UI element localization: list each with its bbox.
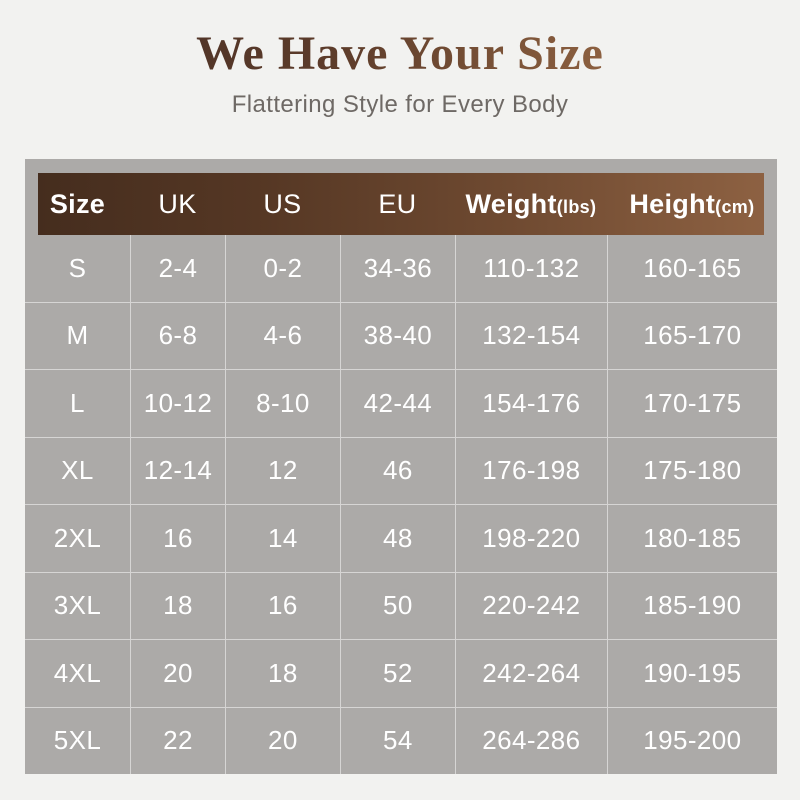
cell-eu: 54 [339,707,455,774]
column-header-weight: Weight(lbs) [465,188,597,219]
height-unit-label: (cm) [715,196,755,217]
cell-us: 0-2 [224,235,340,302]
cell-uk: 20 [129,640,225,707]
cell-weight: 176-198 [454,437,607,504]
cell-size: 5XL [53,725,102,756]
cell-height: 165-170 [606,302,777,369]
column-header-eu: EU [378,188,417,219]
cell-us: 14 [224,505,340,572]
cell-weight: 198-220 [454,505,607,572]
cell-eu: 38-40 [339,302,455,369]
cell-eu: 52 [339,640,455,707]
cell-weight: 154-176 [454,370,607,437]
cell-eu: 42-44 [339,370,455,437]
cell-height: 185-190 [606,572,777,639]
cell-size: XL [61,455,94,486]
cell-size: 2XL [53,522,102,553]
cell-size: L [70,387,85,418]
cell-us: 8-10 [224,370,340,437]
page-subtitle: Flattering Style for Every Body [231,90,569,118]
column-header-size: Size [49,188,106,219]
cell-us: 4-6 [224,302,340,369]
table-header-row: Size UK US EU Weight(lbs) Height(cm) [25,173,777,235]
cell-us: 20 [224,707,340,774]
page-title: We Have Your Size [196,27,604,80]
cell-uk: 6-8 [129,302,225,369]
column-header-height: Height(cm) [629,188,755,219]
table-row-3xl: 3XL 18 16 50 220-242 185-190 [25,571,777,639]
cell-size: M [66,320,89,351]
table-row-2xl: 2XL 16 14 48 198-220 180-185 [25,504,777,572]
weight-unit-label: (lbs) [556,196,597,217]
cell-height: 190-195 [606,640,777,707]
cell-uk: 2-4 [129,235,225,302]
table-row-4xl: 4XL 20 18 52 242-264 190-195 [25,639,777,707]
cell-weight: 220-242 [454,572,607,639]
cell-eu: 48 [339,505,455,572]
column-header-us: US [263,188,302,219]
cell-size: S [68,252,87,283]
cell-uk: 10-12 [129,370,225,437]
cell-size: 4XL [53,657,102,688]
size-chart-panel: Size UK US EU Weight(lbs) Height(cm) S 2… [25,159,777,774]
cell-uk: 22 [129,707,225,774]
table-header-bar [38,173,764,235]
cell-eu: 46 [339,437,455,504]
cell-weight: 132-154 [454,302,607,369]
cell-weight: 110-132 [454,235,607,302]
cell-uk: 16 [129,505,225,572]
cell-us: 12 [224,437,340,504]
cell-us: 16 [224,572,340,639]
cell-size: 3XL [53,590,102,621]
cell-eu: 50 [339,572,455,639]
hero-section: We Have Your Size Flattering Style for E… [0,0,800,119]
column-header-uk: UK [158,188,197,219]
size-table-body: S 2-4 0-2 34-36 110-132 160-165 M 6-8 4-… [25,235,777,774]
cell-height: 170-175 [606,370,777,437]
cell-uk: 18 [129,572,225,639]
cell-weight: 264-286 [454,707,607,774]
cell-weight: 242-264 [454,640,607,707]
table-row-xl: XL 12-14 12 46 176-198 175-180 [25,436,777,504]
table-row-s: S 2-4 0-2 34-36 110-132 160-165 [25,235,777,302]
table-row-m: M 6-8 4-6 38-40 132-154 165-170 [25,301,777,369]
cell-height: 195-200 [606,707,777,774]
table-row-l: L 10-12 8-10 42-44 154-176 170-175 [25,369,777,437]
cell-height: 175-180 [606,437,777,504]
cell-height: 160-165 [606,235,777,302]
table-row-5xl: 5XL 22 20 54 264-286 195-200 [25,706,777,774]
cell-height: 180-185 [606,505,777,572]
cell-eu: 34-36 [339,235,455,302]
cell-uk: 12-14 [129,437,225,504]
cell-us: 18 [224,640,340,707]
